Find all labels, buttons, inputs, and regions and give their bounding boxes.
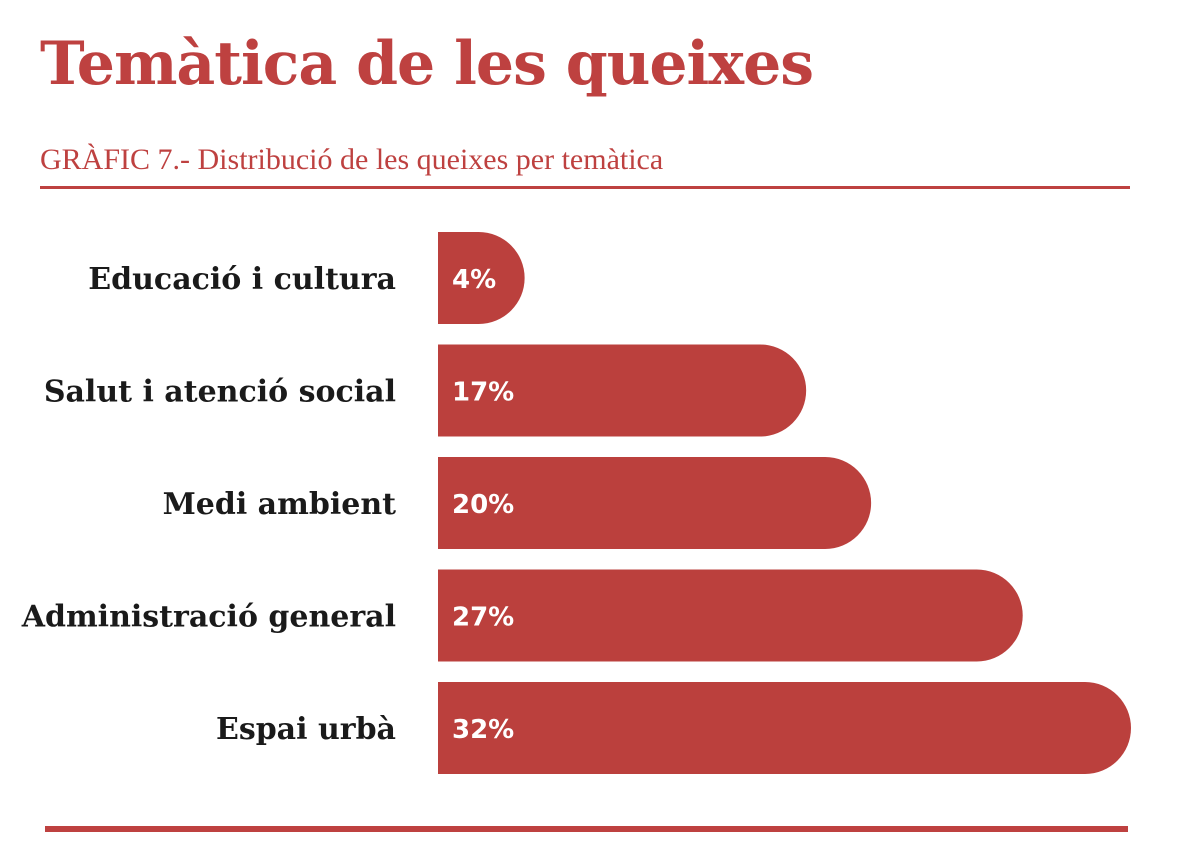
bar	[438, 344, 807, 437]
bar	[438, 682, 1131, 774]
bar-group: Espai urbà 32%	[216, 682, 1131, 774]
bar	[438, 569, 1023, 662]
category-label: Espai urbà	[216, 712, 396, 747]
bottom-divider	[45, 826, 1128, 832]
value-label: 17%	[452, 378, 514, 408]
bar-group: Salut i atenció social 17%	[44, 344, 807, 437]
bar-group: Educació i cultura 4%	[88, 232, 525, 324]
category-label: Administració general	[21, 600, 396, 635]
value-label: 27%	[452, 603, 514, 633]
value-label: 32%	[452, 715, 514, 745]
bar-group: Medi ambient 20%	[163, 457, 872, 549]
chart-subtitle: GRÀFIC 7.- Distribució de les queixes pe…	[40, 143, 664, 176]
value-label: 20%	[452, 490, 514, 520]
bar	[438, 457, 872, 549]
bar	[438, 232, 525, 324]
category-label: Educació i cultura	[88, 262, 396, 297]
page-title: Temàtica de les queixes	[40, 29, 814, 99]
top-divider	[40, 186, 1130, 189]
category-label: Salut i atenció social	[44, 375, 396, 410]
bar-group: Administració general 27%	[21, 569, 1023, 662]
value-label: 4%	[452, 265, 496, 295]
category-label: Medi ambient	[163, 487, 397, 522]
